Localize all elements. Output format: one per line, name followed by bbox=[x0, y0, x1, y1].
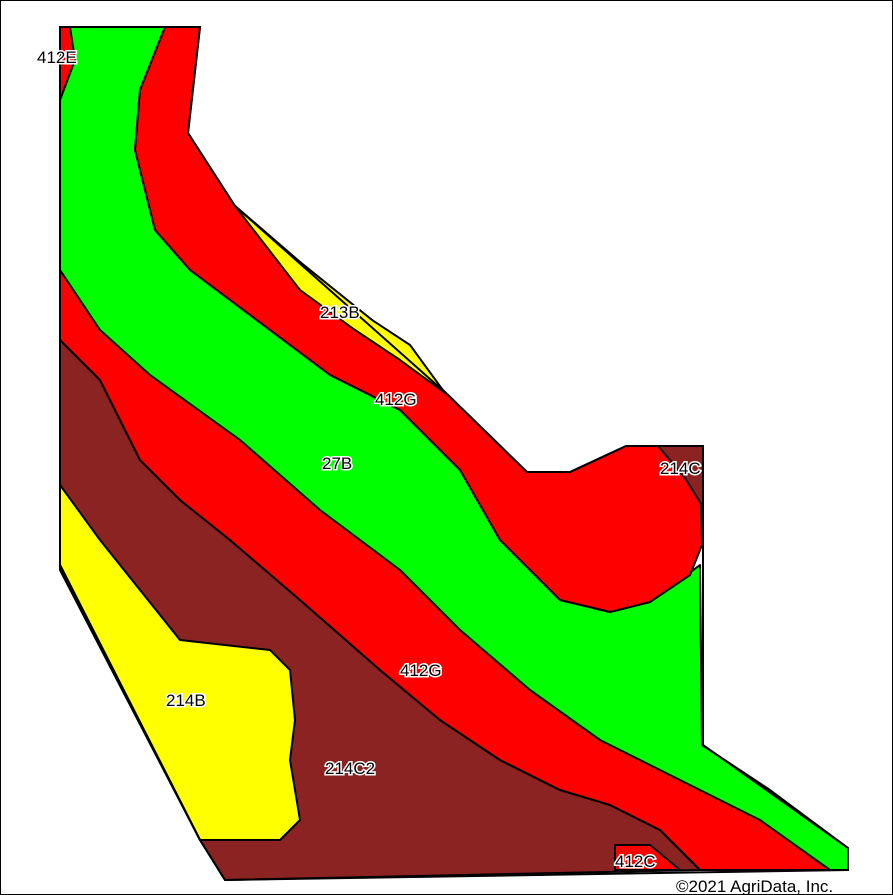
soil-label-412C: 412C bbox=[615, 852, 656, 871]
soil-region-412C bbox=[614, 844, 681, 871]
soil-label-213B: 213B bbox=[320, 303, 360, 322]
field-boundary bbox=[59, 26, 849, 882]
soil-label-412E: 412E bbox=[37, 48, 77, 67]
copyright-text: ©2021 AgriData, Inc. bbox=[676, 877, 833, 895]
soil-label-214B: 214B bbox=[166, 691, 206, 710]
soil-label-214C2: 214C2 bbox=[325, 759, 375, 778]
soil-label-27B: 27B bbox=[322, 454, 352, 473]
soil-label-214C: 214C bbox=[660, 459, 701, 478]
soil-label-412G-lower: 412G bbox=[400, 661, 442, 680]
soil-label-412G-upper: 412G bbox=[375, 390, 417, 409]
